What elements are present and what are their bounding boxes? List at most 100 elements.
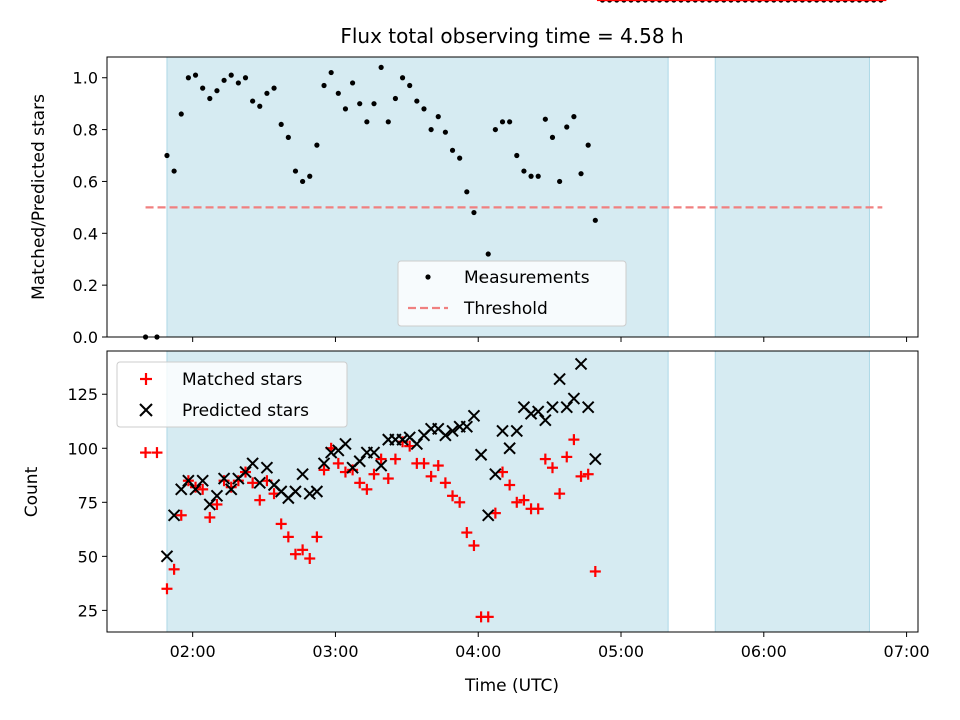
top-ytick-label: 1.0 — [73, 69, 98, 88]
matched-point — [332, 457, 344, 469]
predicted-point — [339, 437, 352, 451]
axes-frames — [106, 56, 919, 633]
measurement-point — [499, 119, 506, 125]
predicted-point — [467, 409, 481, 423]
chart-title: Flux total observing time = 4.58 h — [340, 24, 683, 48]
matched-point — [561, 451, 573, 463]
legend-measurements: Measurements — [464, 268, 590, 288]
matched-point — [425, 470, 437, 482]
measurement-point — [521, 168, 527, 174]
matched-point — [368, 468, 380, 480]
predicted-point — [539, 413, 552, 427]
predicted-point — [203, 498, 217, 511]
matched-point — [347, 464, 359, 476]
matched-point — [461, 527, 473, 539]
matched-point — [218, 475, 230, 487]
top-ytick-label: 0.6 — [73, 172, 98, 191]
measurement-point — [228, 72, 234, 78]
measurement-point — [278, 121, 284, 128]
predicted-point — [217, 472, 231, 485]
measurement-point — [242, 75, 249, 81]
matched-point — [311, 531, 323, 543]
measurement-point — [585, 142, 591, 148]
measurement-point — [192, 72, 199, 78]
measurement-point — [357, 101, 363, 107]
measurement-point — [300, 178, 306, 185]
matched-point — [140, 447, 152, 459]
legend-predicted-marker — [139, 403, 153, 417]
top-ytick-label: 0.2 — [73, 276, 98, 295]
measurement-point — [235, 80, 241, 86]
matched-point — [175, 509, 187, 521]
measurement-point — [464, 189, 470, 195]
xtick-label: 05:00 — [598, 642, 644, 661]
predicted-point — [253, 476, 266, 490]
predicted-point — [175, 483, 188, 496]
top-legend: Measurements Threshold — [397, 260, 627, 327]
measurement-point — [414, 98, 420, 104]
predicted-point — [353, 455, 366, 468]
predicted-point — [560, 400, 573, 414]
matched-point — [190, 481, 202, 493]
matched-point — [447, 490, 459, 502]
top-ytick-label: 0.0 — [73, 328, 98, 347]
predicted-point — [524, 407, 538, 420]
top-axes-frame — [106, 56, 919, 338]
measurement-point — [328, 69, 334, 76]
matched-point — [161, 583, 173, 595]
measurement-point — [485, 251, 491, 257]
measurement-point — [257, 103, 263, 109]
predicted-point — [489, 468, 502, 481]
measurement-point — [250, 98, 256, 104]
predicted-point — [374, 459, 388, 472]
bottom-y-axis-label: Count — [22, 466, 42, 517]
predicted-point — [225, 483, 238, 496]
bottom-shade-1 — [714, 350, 870, 633]
top-shade-1 — [714, 56, 870, 338]
measurement-point — [207, 95, 213, 102]
matched-point — [361, 483, 373, 495]
measurement-point — [364, 119, 370, 125]
matched-point — [389, 453, 401, 465]
predicted-point — [239, 465, 252, 479]
measurement-point — [407, 82, 413, 89]
measurement-point — [271, 85, 277, 91]
measurement-point — [264, 90, 270, 96]
top-legend-box — [397, 260, 627, 327]
bottom-ytick-label: 75 — [78, 493, 98, 512]
predicted-point — [496, 424, 509, 438]
legend-threshold: Threshold — [463, 299, 548, 319]
measurement-point — [371, 101, 377, 107]
top-ytick-label: 0.4 — [73, 224, 98, 243]
predicted-point — [210, 489, 224, 503]
xtick-label: 03:00 — [312, 642, 358, 661]
measurement-point — [349, 80, 356, 86]
matched-point — [282, 531, 294, 543]
measurement-point — [314, 142, 320, 148]
matched-point — [225, 481, 237, 493]
predicted-point — [574, 357, 588, 371]
measurement-point — [321, 82, 327, 89]
measurement-point — [385, 119, 391, 125]
predicted-point — [553, 372, 566, 386]
measurement-point — [164, 152, 170, 159]
measurement-point — [399, 75, 406, 81]
measurement-point — [471, 209, 477, 216]
measurement-point — [507, 119, 513, 125]
matched-point — [518, 494, 530, 506]
matched-point — [554, 488, 566, 500]
predicted-point — [310, 485, 324, 498]
predicted-point — [546, 400, 559, 414]
predicted-point — [503, 442, 516, 455]
matched-point — [532, 503, 544, 515]
measurement-point — [514, 152, 520, 159]
axis-ticks: 0.0 0.2 0.4 0.6 0.8 1.0 25 50 75 100 125 02:00 03:00… — [67, 69, 929, 661]
matched-point — [289, 548, 301, 560]
predicted-point — [410, 437, 424, 451]
matched-point — [504, 479, 516, 491]
matched-point — [232, 475, 244, 487]
bottom-axes-frame — [106, 350, 919, 633]
bottom-ytick-label: 25 — [78, 601, 98, 620]
legend-matched-stars: Matched stars — [182, 370, 302, 390]
